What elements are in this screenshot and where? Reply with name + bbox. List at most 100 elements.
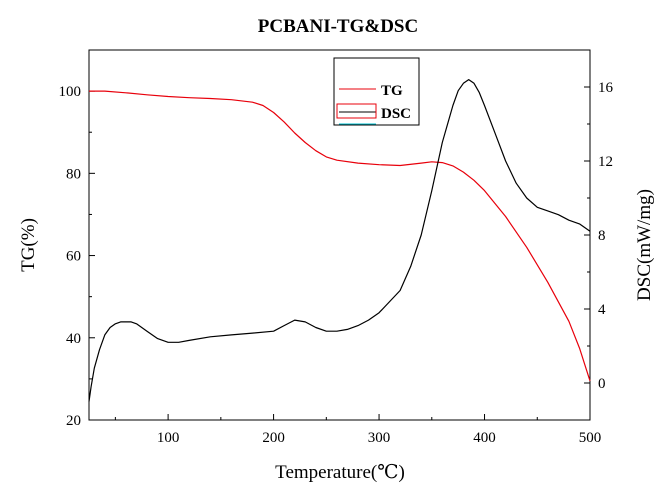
data-point-tg (252, 102, 253, 103)
data-point-dsc (473, 83, 474, 84)
data-point-tg (210, 98, 211, 99)
x-tick-label: 200 (262, 430, 285, 446)
data-point-tg (284, 121, 285, 122)
data-point-dsc (94, 368, 95, 369)
data-point-dsc (357, 325, 358, 326)
data-point-dsc (88, 401, 89, 402)
y-axis-label-right: DSC(mW/mg) (634, 189, 655, 301)
y-right-tick-label: 0 (598, 376, 606, 392)
data-point-dsc (379, 312, 380, 313)
data-point-dsc (110, 327, 111, 328)
series-line-dsc (88, 78, 591, 402)
data-point-dsc (347, 329, 348, 330)
data-point-dsc (189, 340, 190, 341)
data-point-dsc (336, 331, 337, 332)
data-point-dsc (526, 197, 527, 198)
data-point-dsc (410, 266, 411, 267)
x-axis-label: Temperature(℃) (275, 462, 405, 483)
data-point-tg (326, 156, 327, 157)
data-point-dsc (368, 320, 369, 321)
data-point-tg (547, 282, 548, 283)
data-point-dsc (231, 334, 232, 335)
data-point-dsc (431, 190, 432, 191)
data-point-dsc (284, 325, 285, 326)
legend-tg-label: TG (381, 83, 403, 99)
data-point-tg (305, 142, 306, 143)
series-line-tg (89, 90, 591, 382)
data-point-tg (568, 321, 569, 322)
data-point-dsc (178, 342, 179, 343)
data-point-dsc (294, 320, 295, 321)
data-point-tg (104, 91, 105, 92)
data-point-dsc (495, 133, 496, 134)
data-point-tg (336, 160, 337, 161)
y-left-tick-label: 60 (66, 249, 81, 265)
x-tick-label: 500 (579, 430, 602, 446)
y-right-tick-label: 8 (598, 228, 606, 244)
data-point-dsc (99, 349, 100, 350)
data-point-dsc (136, 323, 137, 324)
data-point-tg (442, 162, 443, 163)
data-point-tg (452, 165, 453, 166)
data-point-dsc (484, 105, 485, 106)
data-point-tg (231, 99, 232, 100)
data-point-tg (294, 132, 295, 133)
data-point-dsc (400, 290, 401, 291)
data-point-dsc (326, 331, 327, 332)
y-left-tick-label: 40 (66, 331, 81, 347)
data-point-tg (315, 150, 316, 151)
legend: TG DSC (333, 57, 420, 126)
data-point-dsc (252, 333, 253, 334)
data-point-dsc (104, 334, 105, 335)
data-point-dsc (125, 321, 126, 322)
data-point-dsc (146, 331, 147, 332)
x-tick-label: 100 (157, 430, 180, 446)
data-point-dsc (421, 234, 422, 235)
data-point-dsc (210, 336, 211, 337)
data-point-tg (189, 97, 190, 98)
y-axis-label-left: TG(%) (18, 218, 39, 272)
data-point-tg (589, 380, 590, 381)
data-point-tg (431, 161, 432, 162)
data-point-dsc (547, 210, 548, 211)
data-point-tg (168, 96, 169, 97)
data-point-dsc (579, 223, 580, 224)
y-right-tick-label: 12 (598, 154, 613, 170)
data-point-tg (473, 180, 474, 181)
data-point-tg (262, 105, 263, 106)
y-right-tick-label: 16 (598, 80, 614, 96)
series-layer (88, 78, 591, 402)
axis-ticks: 100 200 300 400 500 20 40 60 80 100 0 4 8 12 16 (59, 80, 614, 446)
data-point-tg (400, 165, 401, 166)
data-point-tg (579, 348, 580, 349)
data-point-dsc (315, 327, 316, 328)
data-point-dsc (479, 92, 480, 93)
x-tick-label: 400 (473, 430, 496, 446)
data-point-dsc (458, 90, 459, 91)
y-left-tick-label: 80 (66, 166, 81, 182)
legend-dsc-marker (336, 103, 377, 119)
y-left-tick-label: 20 (66, 413, 81, 429)
data-point-tg (273, 112, 274, 113)
y-right-tick-label: 4 (598, 302, 606, 318)
data-point-dsc (537, 207, 538, 208)
data-point-dsc (516, 183, 517, 184)
data-point-dsc (273, 331, 274, 332)
data-point-tg (421, 163, 422, 164)
data-point-tg (379, 164, 380, 165)
data-point-dsc (468, 79, 469, 80)
y-left-tick-label: 100 (59, 84, 82, 100)
data-point-dsc (463, 83, 464, 84)
data-point-tg (125, 92, 126, 93)
data-point-dsc (568, 220, 569, 221)
data-point-tg (484, 190, 485, 191)
data-point-dsc (589, 231, 590, 232)
data-point-dsc (131, 321, 132, 322)
data-point-dsc (558, 214, 559, 215)
data-point-tg (505, 216, 506, 217)
data-point-tg (146, 94, 147, 95)
data-point-dsc (91, 386, 92, 387)
data-point-dsc (389, 301, 390, 302)
data-point-dsc (305, 321, 306, 322)
